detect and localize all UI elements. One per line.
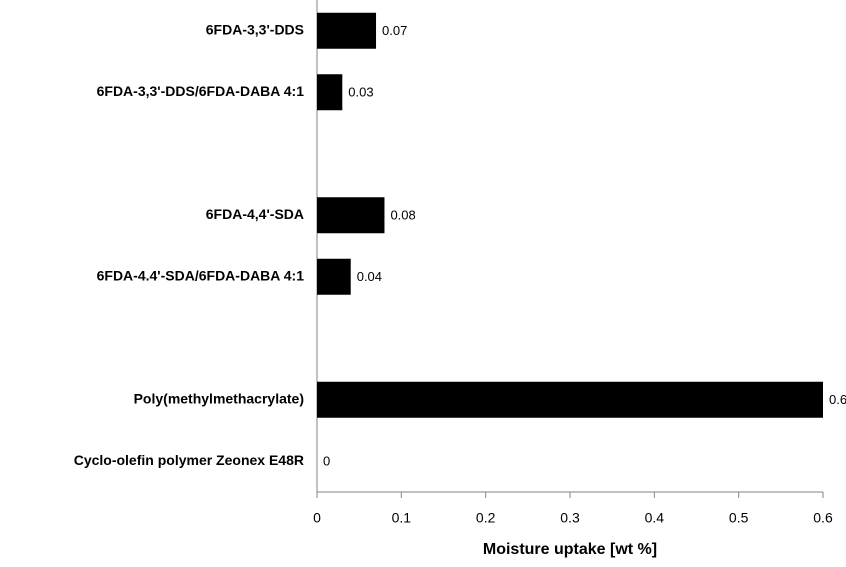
bar	[317, 12, 377, 49]
x-axis-title: Moisture uptake [wt %]	[483, 541, 657, 558]
y-tick-label: Cyclo-olefin polymer Zeonex E48R	[74, 452, 304, 468]
value-label: 0	[323, 454, 330, 469]
x-tick-label: 0.2	[476, 510, 496, 526]
x-tick-label: 0.3	[560, 510, 580, 526]
value-label: 0.03	[348, 85, 373, 100]
x-tick-label: 0.4	[645, 510, 665, 526]
y-tick-label: 6FDA-4,4'-SDA	[206, 206, 304, 222]
value-label: 0.6	[829, 392, 846, 407]
value-label: 0.07	[382, 23, 407, 38]
y-tick-label: 6FDA-4.4'-SDA/6FDA-DABA 4:1	[97, 267, 305, 283]
y-tick-label: Poly(methylmethacrylate)	[134, 390, 304, 406]
bar	[317, 258, 351, 295]
value-label: 0.08	[390, 208, 415, 223]
x-tick-label: 0	[313, 510, 321, 526]
x-tick-label: 0.6	[813, 510, 833, 526]
x-tick-label: 0.1	[392, 510, 412, 526]
x-tick-label: 0.5	[729, 510, 749, 526]
y-tick-label: 6FDA-3,3'-DDS/6FDA-DABA 4:1	[97, 83, 305, 99]
value-label: 0.04	[357, 269, 382, 284]
bar	[317, 381, 823, 418]
bar	[317, 197, 385, 234]
y-tick-label: 6FDA-3,3'-DDS	[206, 21, 304, 37]
bar	[317, 74, 343, 111]
